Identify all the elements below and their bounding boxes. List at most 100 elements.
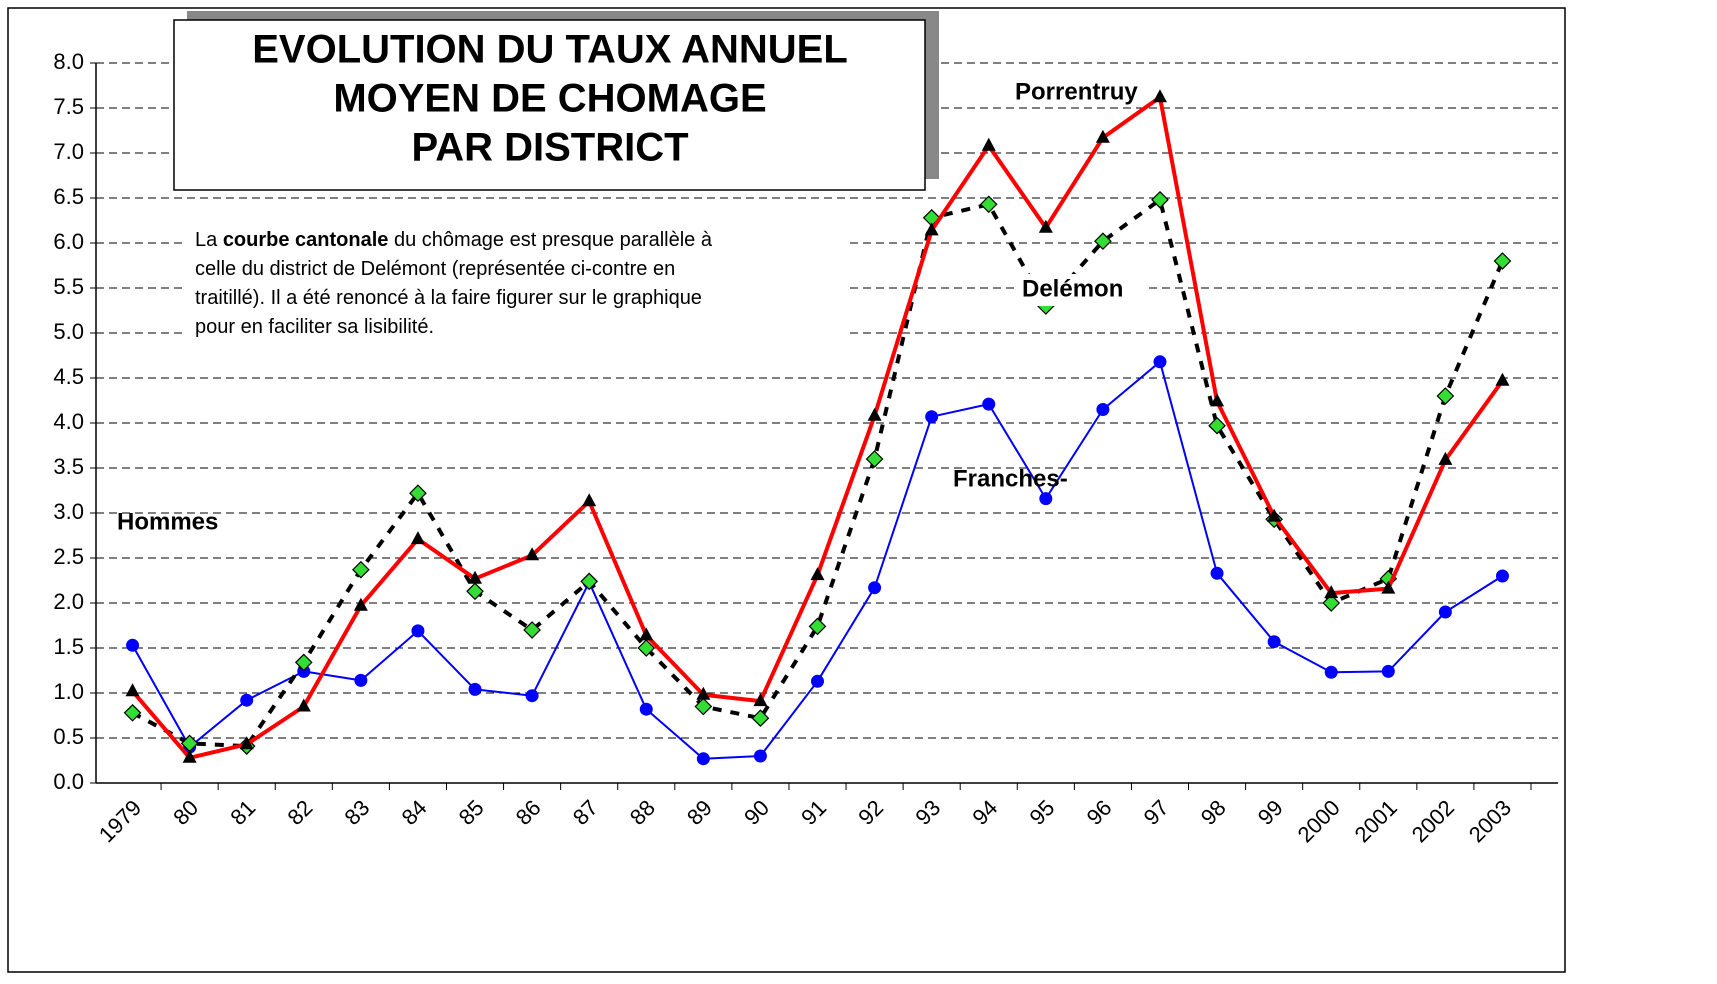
y-tick-label: 3.0 xyxy=(53,499,84,524)
point xyxy=(410,531,425,545)
point xyxy=(294,653,313,672)
y-tick-label: 1.0 xyxy=(53,679,84,704)
chart-title: EVOLUTION DU TAUX ANNUEL xyxy=(252,28,848,72)
point xyxy=(580,572,599,591)
point xyxy=(1210,566,1224,580)
point xyxy=(1038,219,1053,233)
point xyxy=(1153,355,1167,369)
point xyxy=(182,749,197,763)
point xyxy=(810,567,825,581)
point xyxy=(126,638,140,652)
point xyxy=(1381,580,1396,594)
note-text: courbe cantonale xyxy=(223,229,389,251)
point xyxy=(1151,190,1169,209)
y-tick-label: 4.0 xyxy=(53,409,84,434)
point xyxy=(1096,403,1110,416)
note-text: La xyxy=(195,229,223,251)
point xyxy=(1438,605,1452,619)
point xyxy=(354,673,368,687)
note-text: celle du district de Delémont (représent… xyxy=(195,258,675,280)
point xyxy=(1267,635,1281,649)
point xyxy=(582,493,597,507)
note: La courbe cantonale du chômage est presq… xyxy=(195,229,713,338)
point xyxy=(352,560,370,579)
y-tick-label: 6.5 xyxy=(53,184,84,209)
y-tick-label: 8.0 xyxy=(53,49,84,74)
point xyxy=(468,682,482,696)
point xyxy=(466,582,484,601)
point xyxy=(1381,664,1395,678)
point xyxy=(525,689,539,703)
point xyxy=(925,410,939,424)
note-text: pour en faciliter sa lisibilité. xyxy=(195,316,434,338)
point xyxy=(981,137,996,151)
y-tick-label: 5.0 xyxy=(53,319,84,344)
y-tick-label: 3.5 xyxy=(53,454,84,479)
point xyxy=(1324,665,1338,679)
y-tick-label: 0.0 xyxy=(53,769,84,794)
y-tick-label: 4.5 xyxy=(53,364,84,389)
series-label: Delémon xyxy=(1022,275,1123,302)
point xyxy=(1210,393,1225,407)
point xyxy=(1095,129,1110,143)
point xyxy=(979,195,998,214)
point xyxy=(411,624,425,638)
chart-title: PAR DISTRICT xyxy=(411,126,688,170)
y-tick-label: 2.0 xyxy=(53,589,84,614)
y-tick-label: 7.0 xyxy=(53,139,84,164)
point xyxy=(353,597,368,611)
point xyxy=(1152,89,1167,103)
point xyxy=(1495,372,1510,386)
y-tick-label: 5.5 xyxy=(53,274,84,299)
point xyxy=(639,627,654,641)
note-text: traitillé). Il a été renoncé à la faire … xyxy=(195,287,702,309)
annotation: Hommes xyxy=(117,508,218,535)
point xyxy=(1438,451,1453,465)
note-background xyxy=(185,218,850,340)
point xyxy=(808,617,827,636)
point xyxy=(751,709,770,728)
point xyxy=(696,686,711,700)
point xyxy=(694,697,713,716)
point xyxy=(1495,569,1509,583)
point xyxy=(811,674,824,688)
point xyxy=(696,752,710,766)
point xyxy=(1208,416,1226,435)
y-tick-label: 0.5 xyxy=(53,724,84,749)
point xyxy=(523,621,541,639)
point xyxy=(639,702,653,716)
point xyxy=(865,450,884,468)
point xyxy=(296,698,311,712)
point xyxy=(1094,232,1112,251)
y-tick-label: 6.0 xyxy=(53,229,84,254)
point xyxy=(1324,585,1339,599)
point xyxy=(468,570,483,584)
point xyxy=(868,581,882,595)
series-label: Porrentruy xyxy=(1015,78,1138,105)
point xyxy=(1436,387,1455,405)
series-label: Franches- xyxy=(953,465,1068,492)
point xyxy=(1493,252,1512,270)
point xyxy=(753,749,767,763)
point xyxy=(1039,492,1053,506)
chart-title: MOYEN DE CHOMAGE xyxy=(333,77,766,121)
point xyxy=(123,703,142,722)
point xyxy=(867,407,882,421)
y-tick-label: 7.5 xyxy=(53,94,84,119)
point xyxy=(637,639,656,657)
note-text: du chômage est presque parallèle à xyxy=(388,229,712,251)
point xyxy=(240,693,254,707)
point xyxy=(1267,508,1282,522)
point xyxy=(924,222,939,236)
point xyxy=(125,683,140,697)
y-tick-label: 2.5 xyxy=(53,544,84,569)
point xyxy=(239,736,254,750)
point xyxy=(525,547,540,561)
point xyxy=(409,484,427,503)
point xyxy=(1322,594,1341,612)
title-box xyxy=(173,19,926,191)
point xyxy=(753,693,768,707)
label-background xyxy=(1018,274,1148,306)
point xyxy=(982,397,996,411)
